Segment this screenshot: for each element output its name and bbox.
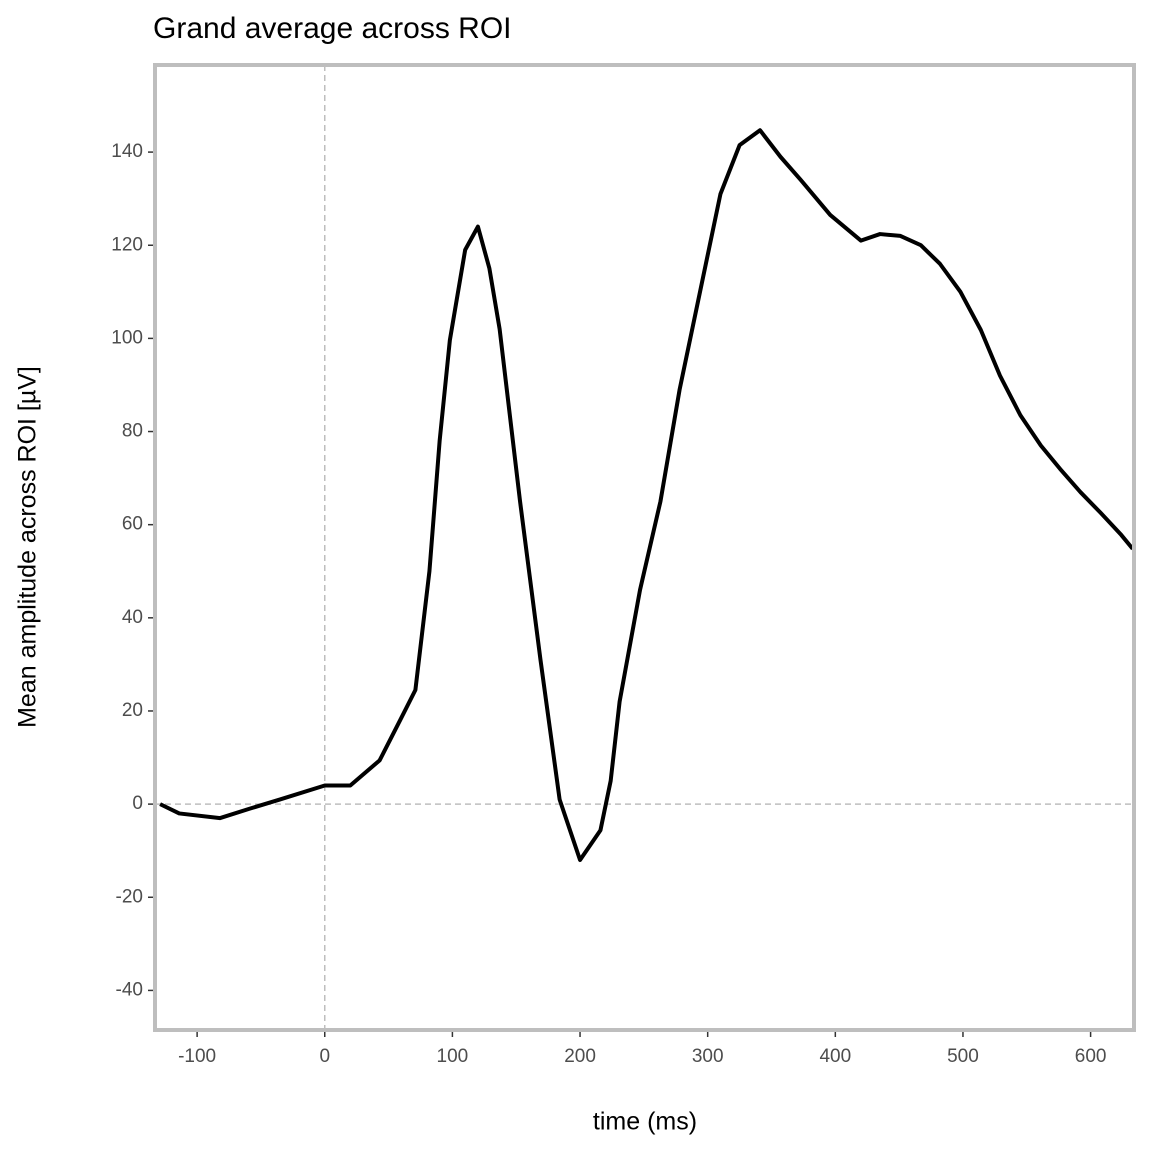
y-axis-label: Mean amplitude across ROI [µV] xyxy=(14,366,42,728)
x-tick-label: 500 xyxy=(947,1046,979,1067)
x-tick-label: 0 xyxy=(319,1046,330,1067)
x-axis-label: time (ms) xyxy=(593,1108,697,1136)
chart-title: Grand average across ROI xyxy=(153,12,512,45)
y-tick-label: 40 xyxy=(122,607,143,628)
x-tick-label: 600 xyxy=(1075,1046,1107,1067)
y-tick-label: 100 xyxy=(111,327,143,348)
y-tick-label: 60 xyxy=(122,514,143,535)
x-tick-label: 100 xyxy=(437,1046,469,1067)
y-tick-label: -20 xyxy=(116,886,143,907)
x-tick-label: 300 xyxy=(692,1046,724,1067)
x-tick-label: -100 xyxy=(178,1046,216,1067)
x-tick-label: 400 xyxy=(819,1046,851,1067)
y-tick-label: 80 xyxy=(122,421,143,442)
y-tick-label: 120 xyxy=(111,234,143,255)
y-tick-label: -40 xyxy=(116,979,143,1000)
y-tick-label: 0 xyxy=(132,793,143,814)
y-tick-label: 140 xyxy=(111,141,143,162)
plot-border xyxy=(153,63,1136,1032)
x-tick-label: 200 xyxy=(564,1046,596,1067)
y-tick-label: 20 xyxy=(122,700,143,721)
data-line xyxy=(159,128,1135,863)
